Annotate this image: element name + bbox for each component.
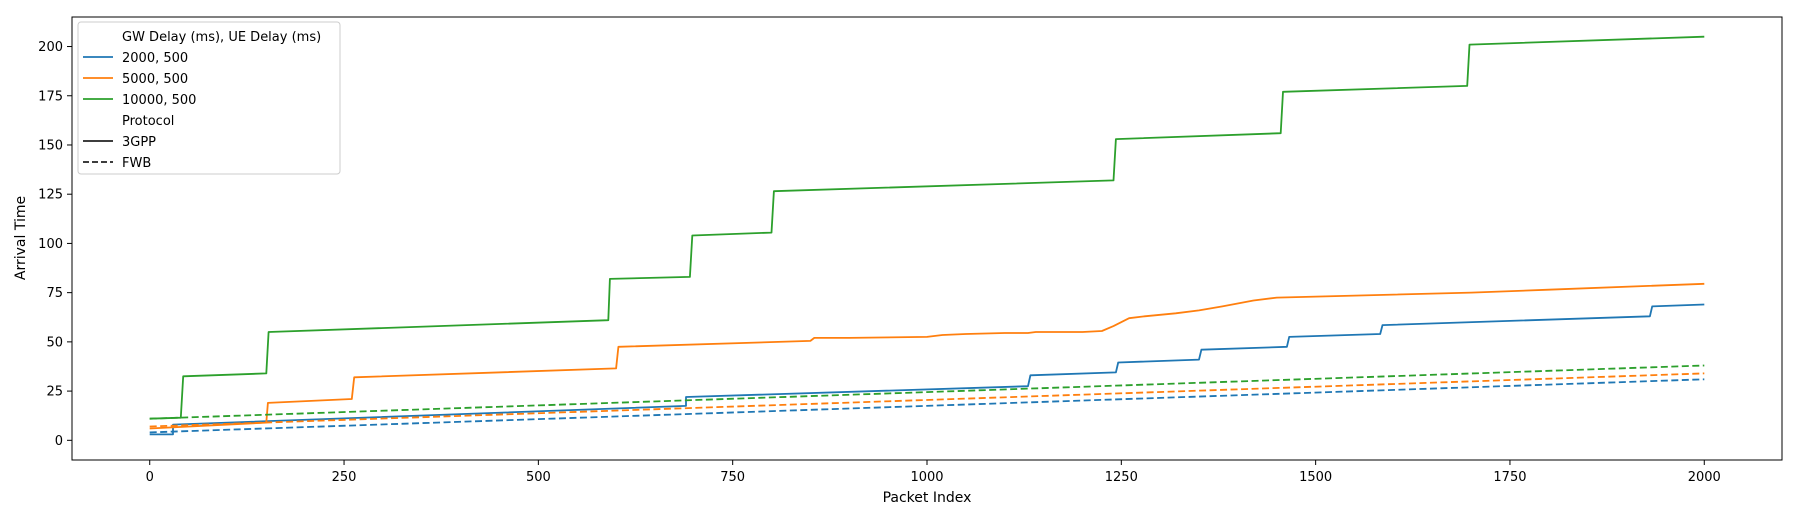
- x-axis: 0 250 500 750 1000 1250 1500 1750 2000: [146, 460, 1721, 485]
- x-axis-label: Packet Index: [883, 490, 972, 506]
- x-tick-label: 250: [332, 470, 357, 485]
- y-tick-label: 25: [46, 385, 63, 400]
- series-layer: [149, 35, 1705, 436]
- x-tick-label: 750: [720, 470, 745, 485]
- y-tick-label: 50: [46, 335, 63, 350]
- legend-label-2000-500: 2000, 500: [122, 51, 188, 66]
- series-line: [149, 364, 1705, 420]
- y-tick-label: 125: [38, 188, 63, 203]
- x-tick-label: 500: [526, 470, 551, 485]
- series-line: [149, 303, 1705, 436]
- y-tick-label: 150: [38, 138, 63, 153]
- x-tick-label: 1250: [1105, 470, 1138, 485]
- y-axis-label: Arrival Time: [13, 196, 29, 280]
- x-tick-label: 1750: [1493, 470, 1526, 485]
- x-tick-label: 1500: [1299, 470, 1332, 485]
- legend-label-5000-500: 5000, 500: [122, 72, 188, 87]
- legend: GW Delay (ms), UE Delay (ms) 2000, 500 5…: [77, 21, 341, 175]
- series-line: [149, 378, 1705, 434]
- legend-box: [77, 21, 341, 175]
- series-line: [149, 35, 1705, 420]
- legend-label-fwb: FWB: [122, 156, 151, 171]
- legend-group-title-delay: GW Delay (ms), UE Delay (ms): [122, 30, 321, 45]
- y-tick-label: 0: [55, 434, 63, 449]
- plot-area: [71, 16, 1783, 461]
- y-tick-label: 200: [38, 40, 63, 55]
- y-axis: 0 25 50 75 100 125 150 175 200: [38, 40, 72, 449]
- y-tick-label: 75: [46, 286, 63, 301]
- legend-label-3gpp: 3GPP: [122, 135, 156, 150]
- legend-group-title-protocol: Protocol: [122, 114, 174, 129]
- series-line: [149, 372, 1705, 428]
- legend-label-10000-500: 10000, 500: [122, 93, 196, 108]
- y-tick-label: 175: [38, 89, 63, 104]
- x-tick-label: 0: [146, 470, 154, 485]
- x-tick-label: 2000: [1688, 470, 1721, 485]
- y-tick-label: 100: [38, 237, 63, 252]
- x-tick-label: 1000: [910, 470, 943, 485]
- series-line: [149, 282, 1705, 430]
